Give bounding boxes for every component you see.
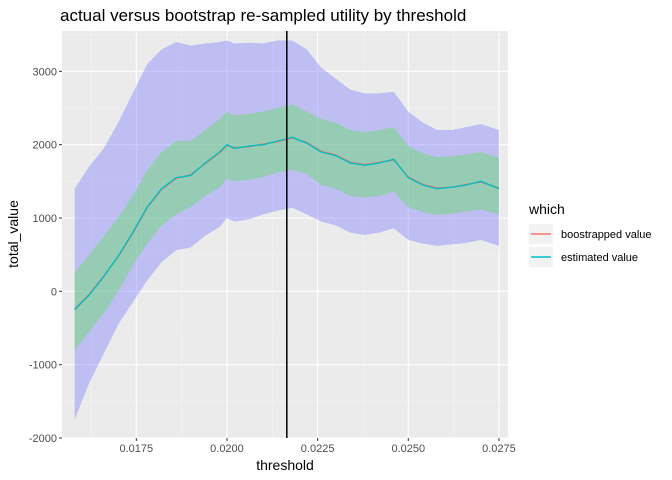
- y-axis-title: total_value: [5, 200, 21, 268]
- legend-label-boostrapped: boostrapped value: [561, 229, 652, 241]
- series-lines: [74, 136, 500, 311]
- x-tick-label: 0.0250: [391, 443, 425, 455]
- x-tick-label: 0.0200: [210, 443, 244, 455]
- y-tick-label: 1000: [33, 213, 57, 225]
- legend-label-estimated: estimated value: [561, 252, 638, 264]
- bootstrap-band-outer: [74, 40, 499, 420]
- confidence-bands: [74, 40, 499, 420]
- x-axis-ticks: 0.0175 0.0200 0.0225 0.0250 0.0275: [120, 438, 516, 455]
- legend-title: which: [528, 201, 565, 217]
- x-tick-label: 0.0275: [482, 443, 516, 455]
- x-tick-label: 0.0175: [120, 443, 154, 455]
- series-line-estimated-value: [74, 136, 500, 311]
- y-tick-label: -1000: [29, 360, 57, 372]
- bootstrap-band-inner: [74, 104, 499, 350]
- x-tick-label: 0.0225: [301, 443, 335, 455]
- x-axis-title: threshold: [256, 457, 314, 473]
- y-tick-label: -2000: [29, 433, 57, 445]
- y-tick-label: 2000: [33, 140, 57, 152]
- chart-title: actual versus bootstrap re-sampled utili…: [60, 6, 466, 25]
- y-tick-label: 3000: [33, 66, 57, 78]
- y-tick-label: 0: [51, 286, 57, 298]
- y-axis-ticks: -2000 -1000 0 1000 2000 3000: [29, 66, 62, 445]
- legend: which boostrapped value estimated value: [528, 201, 652, 267]
- major-gridlines: [62, 31, 508, 439]
